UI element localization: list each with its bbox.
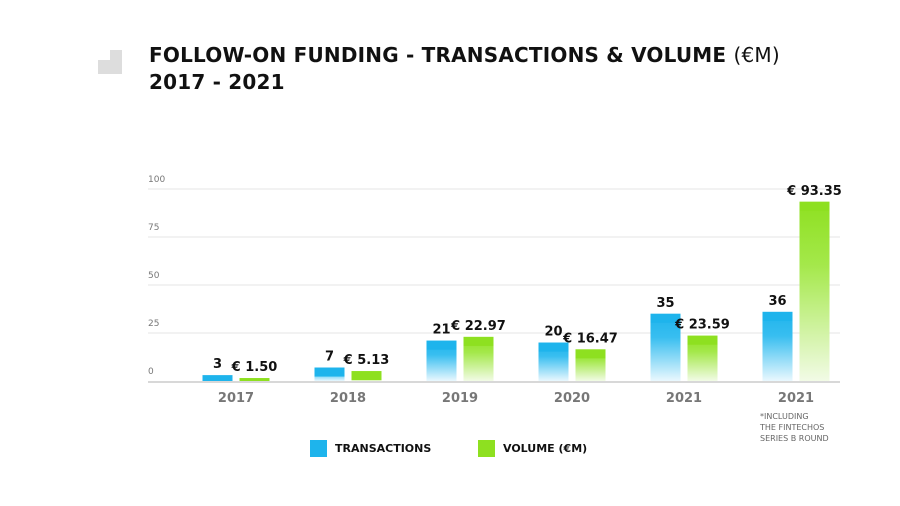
bar-volume [799,201,830,381]
bar-cap-transactions [538,342,569,352]
bar-cap-transactions [314,367,345,377]
bar-cap-transactions [202,375,233,381]
y-tick-label: 25 [148,319,159,329]
bar-cap-volume [687,335,718,345]
legend-item-transactions: TRANSACTIONS [310,440,431,457]
data-label-transactions: 35 [656,296,674,311]
bar-transactions [762,311,793,381]
x-category-label: 2017 [218,391,254,406]
data-label-volume: € 16.47 [562,331,618,346]
x-category-label: 2019 [442,391,478,406]
data-label-volume: € 22.97 [450,319,506,334]
legend-label-transactions: TRANSACTIONS [335,442,432,455]
bar-cap-volume [463,336,494,346]
x-category-label: 2021 [778,391,814,406]
y-tick-label: 75 [148,223,159,233]
legend-item-volume: VOLUME (€M) [478,440,587,457]
bar-cap-transactions [650,313,681,323]
y-tick-label: 100 [148,175,165,185]
data-label-volume: € 5.13 [343,353,390,368]
chart-title: FOLLOW-ON FUNDING - TRANSACTIONS & VOLUM… [149,42,780,96]
data-label-transactions: 36 [768,294,786,309]
footnote-annotation: *INCLUDING THE FINTECHOS SERIES B ROUND [760,412,829,443]
data-label-volume: € 1.50 [231,360,278,375]
bar-cap-volume [351,371,382,381]
value-labels: 3 € 1.50 7 € 5.13 21 € 22.97 20 € 16.47 35€ 23.5… [213,184,842,375]
x-category-label: 2018 [330,391,366,406]
chart-title-main: FOLLOW-ON FUNDING - TRANSACTIONS & VOLUM… [149,43,727,67]
bar-cap-transactions [762,311,793,321]
bar-cap-volume [239,378,270,381]
data-label-volume: € 23.59 [674,318,730,333]
legend: TRANSACTIONS VOLUME (€M) [0,440,900,460]
bar-cap-volume [575,349,606,359]
data-label-transactions: 3 [213,357,222,372]
grid-lines [148,188,840,383]
y-axis-ticks: 0 25 50 75 100 [148,175,165,377]
legend-label-volume: VOLUME (€M) [503,442,588,455]
x-axis-categories: 2017 2018 2019 2020 2021 2021 [218,391,814,406]
legend-swatch-transactions [310,440,327,457]
data-label-transactions: 20 [544,325,562,340]
bar-cap-volume [799,201,830,211]
y-tick-label: 0 [148,367,154,377]
chart-title-unit: (€M) [733,43,780,67]
x-category-label: 2021 [666,391,702,406]
data-label-transactions: 7 [325,350,334,365]
legend-swatch-volume [478,440,495,457]
data-label-volume: € 93.35 [786,184,842,199]
y-tick-label: 50 [148,271,160,281]
chart-subtitle: 2017 - 2021 [149,70,285,94]
bars [202,201,830,381]
data-label-transactions: 21 [432,323,450,338]
logo-mark-icon [98,50,122,74]
x-category-label: 2020 [554,391,590,406]
bar-transactions [650,313,681,381]
bar-cap-transactions [426,340,457,350]
